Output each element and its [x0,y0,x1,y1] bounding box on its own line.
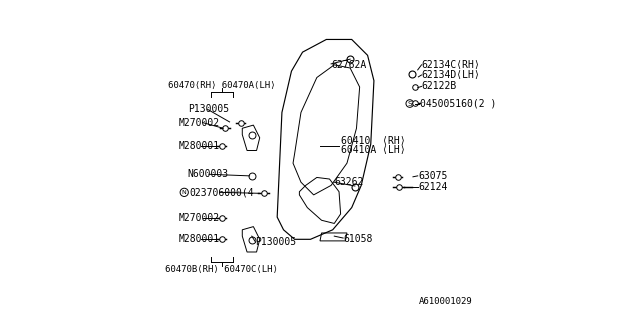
Text: 62134C⟨RH⟩: 62134C⟨RH⟩ [422,60,480,70]
Text: N: N [182,190,187,195]
Text: N600003: N600003 [188,169,228,179]
Text: 60410  ⟨RH⟩: 60410 ⟨RH⟩ [340,136,405,146]
Text: 62762A: 62762A [331,60,366,70]
Text: M270002: M270002 [179,213,220,223]
Text: 023706000(4: 023706000(4 [189,187,254,197]
Text: 62122B: 62122B [422,81,457,92]
Text: M280001: M280001 [179,234,220,244]
Text: 60470⟨RH⟩ 60470A⟨LH⟩: 60470⟨RH⟩ 60470A⟨LH⟩ [168,81,275,90]
Text: 61058: 61058 [344,234,373,244]
Text: P130005: P130005 [188,104,230,114]
Text: 63262: 63262 [334,177,364,187]
Text: 62124: 62124 [419,182,448,192]
Text: 60410A ⟨LH⟩: 60410A ⟨LH⟩ [340,146,405,156]
Text: M270002: M270002 [179,117,220,128]
Text: M280001: M280001 [179,141,220,151]
Text: 60470B⟨RH⟩ 60470C⟨LH⟩: 60470B⟨RH⟩ 60470C⟨LH⟩ [165,265,278,274]
Text: A610001029: A610001029 [419,297,472,306]
Text: P130005: P130005 [255,237,296,247]
Text: 62134D⟨LH⟩: 62134D⟨LH⟩ [422,70,480,80]
Text: 045005160(2 ): 045005160(2 ) [420,99,496,108]
Text: S: S [408,101,412,107]
Text: 63075: 63075 [419,171,448,181]
